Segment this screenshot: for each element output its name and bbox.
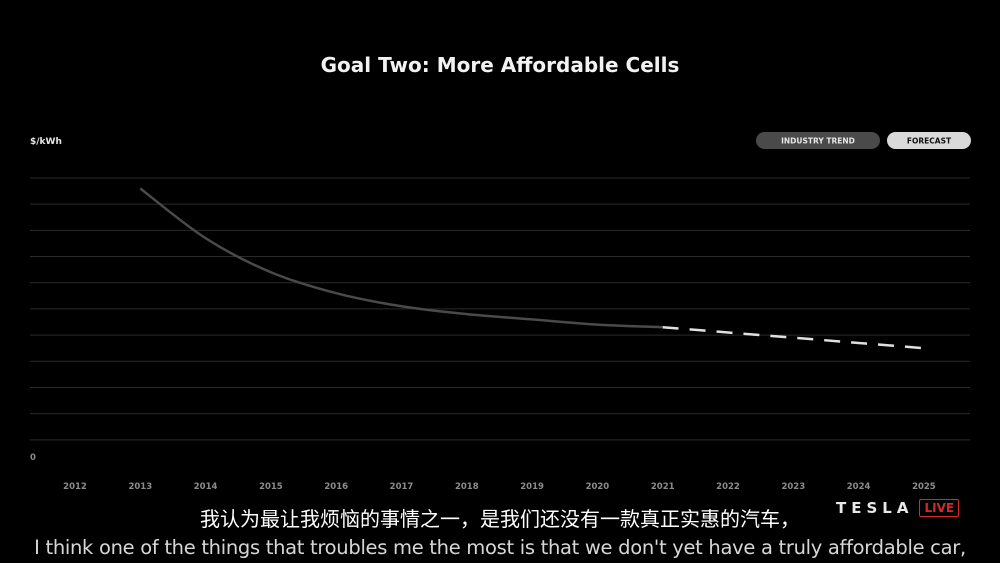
live-badge: LIVE (919, 499, 959, 517)
y-tick-label: 0 (30, 453, 36, 463)
x-tick-label: 2017 (390, 482, 414, 492)
chart-title: Goal Two: More Affordable Cells (321, 53, 680, 77)
brand-watermark: TESLA LIVE (836, 497, 959, 519)
legend-label-industry-trend: INDUSTRY TREND (781, 137, 855, 146)
x-tick-label: 2021 (651, 482, 675, 492)
x-tick-label: 2012 (63, 482, 87, 492)
subtitle-english: I think one of the things that troubles … (0, 536, 1000, 559)
x-tick-label: 2018 (455, 482, 479, 492)
x-tick-label: 2022 (716, 482, 740, 492)
series-line-forecast (663, 327, 924, 348)
x-tick-label: 2015 (259, 482, 283, 492)
legend-item-industry-trend: INDUSTRY TREND (756, 132, 880, 149)
x-tick-label: 2013 (128, 482, 152, 492)
gridlines (30, 178, 970, 440)
y-axis-ticks: 0 (30, 453, 36, 463)
series (140, 188, 924, 348)
legend-label-forecast: FORECAST (907, 137, 952, 146)
x-tick-label: 2014 (194, 482, 218, 492)
brand-logo: TESLA (836, 499, 913, 517)
x-tick-label: 2016 (324, 482, 348, 492)
x-tick-label: 2020 (586, 482, 610, 492)
legend-item-forecast: FORECAST (887, 132, 971, 149)
x-tick-label: 2025 (912, 482, 936, 492)
x-tick-label: 2023 (781, 482, 805, 492)
legend: INDUSTRY TREND FORECAST (756, 132, 971, 149)
x-tick-label: 2019 (520, 482, 544, 492)
x-axis-ticks: 2012 2013 2014 2015 2016 2017 2018 2019 2020 2021… (63, 482, 936, 492)
series-line-industry-trend (140, 188, 662, 327)
y-axis-label: $/kWh (30, 137, 62, 147)
x-tick-label: 2024 (847, 482, 871, 492)
